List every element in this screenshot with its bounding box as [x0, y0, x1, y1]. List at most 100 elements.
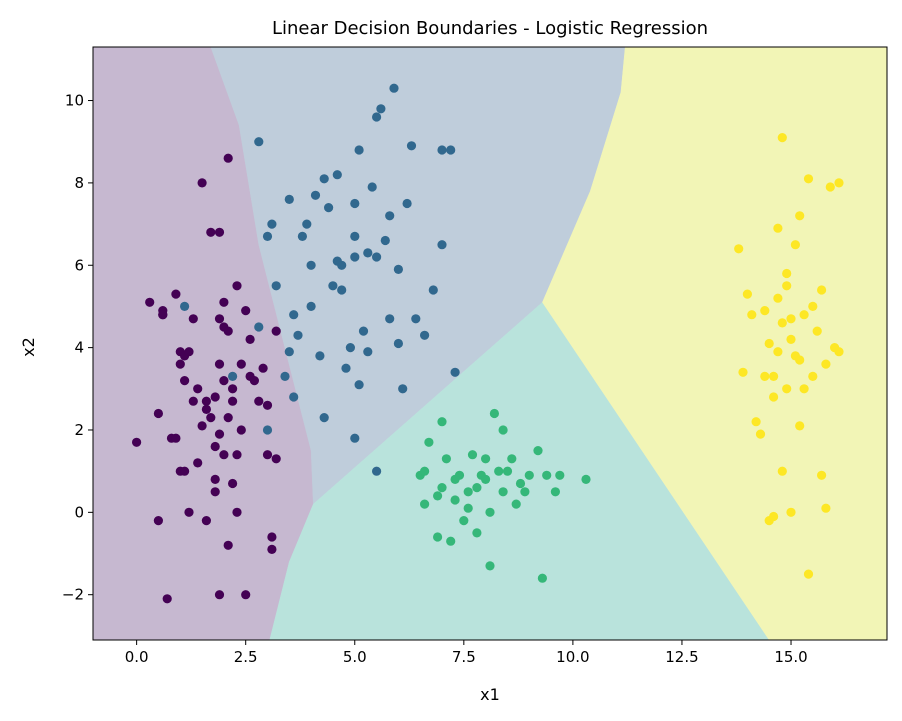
data-point-class-3	[734, 244, 744, 254]
data-point-class-3	[803, 569, 814, 579]
data-point-class-1	[228, 371, 238, 381]
data-point-class-1	[446, 145, 456, 155]
data-point-class-3	[773, 347, 783, 357]
data-point-class-3	[769, 371, 779, 381]
data-point-class-3	[755, 429, 766, 439]
data-point-class-0	[236, 359, 246, 369]
data-point-class-1	[393, 264, 403, 274]
data-point-class-3	[782, 268, 792, 279]
data-point-class-0	[193, 384, 203, 394]
y-axis-ticks: −2 0 2 4 6 8 10	[62, 92, 93, 604]
decision-regions	[92, 46, 888, 641]
data-point-class-0	[184, 347, 194, 357]
data-point-class-1	[350, 252, 360, 262]
data-point-class-2	[437, 417, 447, 427]
data-point-class-0	[245, 334, 255, 344]
data-point-class-0	[232, 281, 242, 291]
data-point-class-0	[214, 227, 225, 237]
x-tick-label: 7.5	[452, 648, 476, 666]
data-point-class-3	[821, 503, 831, 513]
data-point-class-1	[306, 260, 316, 270]
data-point-class-3	[834, 178, 844, 188]
data-point-class-0	[188, 314, 198, 324]
data-point-class-1	[363, 347, 373, 357]
data-point-class-3	[760, 371, 770, 381]
data-point-class-0	[201, 396, 211, 406]
data-point-class-0	[153, 516, 163, 526]
data-point-class-0	[219, 450, 229, 460]
x-tick-label: 15.0	[774, 648, 807, 666]
data-point-class-2	[446, 536, 456, 546]
y-tick-label: 6	[74, 256, 84, 274]
data-point-class-3	[817, 470, 827, 480]
data-point-class-0	[267, 532, 277, 542]
data-point-class-1	[354, 380, 364, 390]
data-point-class-3	[808, 301, 818, 311]
data-point-class-1	[372, 466, 382, 476]
data-point-class-1	[372, 252, 382, 262]
data-point-class-1	[437, 145, 447, 155]
data-point-class-1	[328, 281, 338, 291]
data-point-class-2	[420, 466, 430, 476]
data-point-class-3	[808, 371, 818, 381]
data-point-class-0	[271, 454, 281, 464]
data-point-class-0	[214, 314, 225, 324]
data-point-class-1	[332, 170, 342, 180]
data-point-class-0	[206, 227, 216, 237]
data-point-class-0	[236, 425, 246, 435]
x-tick-label: 2.5	[234, 648, 258, 666]
data-point-class-1	[363, 248, 373, 258]
data-point-class-2	[494, 466, 504, 476]
data-point-class-1	[385, 314, 395, 324]
data-point-class-0	[262, 450, 273, 460]
data-point-class-1	[354, 145, 364, 155]
y-tick-label: 8	[74, 174, 84, 192]
x-axis-label: x1	[480, 685, 500, 704]
data-point-class-1	[376, 104, 386, 114]
data-point-class-1	[254, 322, 264, 332]
data-point-class-1	[319, 413, 329, 423]
data-point-class-0	[241, 306, 251, 316]
y-tick-label: 0	[74, 503, 84, 521]
data-point-class-0	[132, 437, 142, 447]
data-point-class-1	[411, 314, 421, 324]
data-point-class-1	[428, 285, 438, 295]
data-point-class-0	[201, 516, 211, 526]
data-point-class-1	[262, 231, 273, 241]
data-point-class-0	[180, 376, 190, 386]
x-tick-label: 12.5	[665, 648, 698, 666]
data-point-class-0	[219, 376, 229, 386]
data-point-class-3	[769, 392, 779, 402]
data-point-class-0	[158, 310, 168, 320]
data-point-class-2	[437, 483, 447, 493]
data-point-class-1	[437, 240, 447, 250]
data-point-class-1	[319, 174, 329, 184]
data-point-class-2	[502, 466, 513, 476]
x-tick-label: 10.0	[556, 648, 589, 666]
data-point-class-0	[228, 478, 238, 489]
data-point-class-1	[420, 330, 430, 340]
data-point-class-2	[459, 516, 469, 526]
data-point-class-3	[751, 417, 761, 427]
data-point-class-0	[223, 413, 233, 423]
data-point-class-3	[795, 211, 805, 221]
data-point-class-3	[786, 507, 796, 517]
data-point-class-0	[171, 289, 181, 299]
data-point-class-0	[219, 297, 229, 307]
data-point-class-0	[210, 392, 220, 402]
data-point-class-0	[249, 376, 259, 386]
data-point-class-2	[537, 573, 548, 583]
data-point-class-2	[463, 503, 473, 513]
data-point-class-0	[223, 326, 233, 336]
data-point-class-1	[271, 281, 281, 291]
data-point-class-1	[385, 211, 395, 221]
data-point-class-3	[773, 223, 783, 233]
x-tick-label: 0.0	[125, 648, 149, 666]
data-point-class-2	[520, 487, 530, 497]
data-point-class-0	[162, 594, 172, 604]
data-point-class-0	[197, 421, 207, 431]
data-point-class-1	[450, 367, 460, 377]
data-point-class-2	[533, 446, 543, 456]
data-point-class-2	[498, 487, 508, 497]
data-point-class-2	[485, 507, 495, 517]
